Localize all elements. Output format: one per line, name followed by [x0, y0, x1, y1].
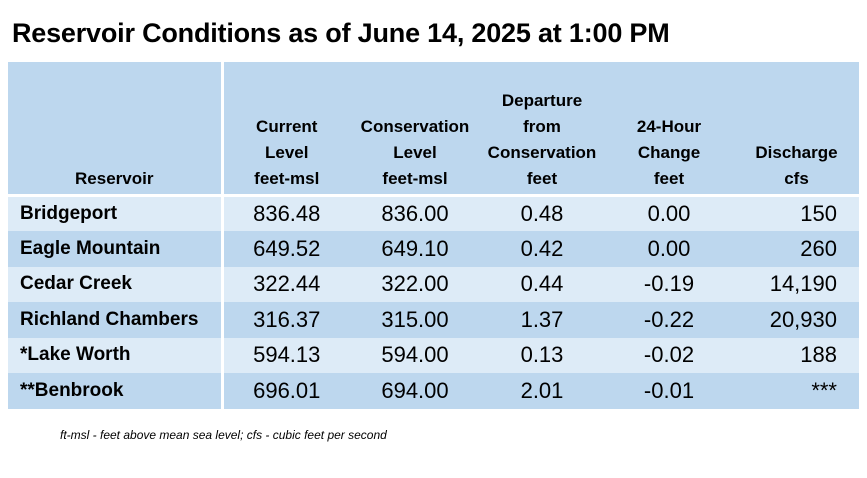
reservoir-name: Richland Chambers [8, 302, 224, 338]
discharge-cell: 14,190 [734, 266, 859, 302]
change-cell: 0.00 [604, 231, 734, 267]
reservoir-name: Cedar Creek [8, 266, 224, 302]
header-line: Current [256, 117, 318, 136]
column-header-24-hour-change: 24-Hour Change feet [604, 62, 734, 196]
header-line: Discharge [755, 143, 838, 162]
discharge-cell: *** [734, 373, 859, 409]
discharge-cell: 260 [734, 231, 859, 267]
header-line: feet [653, 169, 685, 188]
conservation-level-cell: 694.00 [350, 373, 480, 409]
reservoir-name: Eagle Mountain [8, 231, 224, 267]
header-line: Reservoir [75, 169, 154, 188]
current-level-cell: 316.37 [222, 302, 350, 338]
table-row: Cedar Creek 322.44 322.00 0.44 -0.19 14,… [8, 266, 859, 302]
table-header-row: Reservoir Current Level feet-msl Conserv… [8, 62, 859, 196]
column-header-conservation-level: Conservation Level feet-msl [350, 62, 480, 196]
discharge-cell: 150 [734, 195, 859, 231]
header-line: Change [637, 143, 701, 162]
current-level-cell: 594.13 [222, 337, 350, 373]
header-line: from [523, 117, 561, 136]
change-cell: 0.00 [604, 195, 734, 231]
conservation-level-cell: 315.00 [350, 302, 480, 338]
current-level-cell: 836.48 [222, 195, 350, 231]
change-cell: -0.01 [604, 373, 734, 409]
table-row: *Lake Worth 594.13 594.00 0.13 -0.02 188 [8, 337, 859, 373]
change-cell: -0.22 [604, 302, 734, 338]
header-line: Departure [501, 91, 583, 110]
reservoir-name: *Lake Worth [8, 337, 224, 373]
header-line: Conservation [487, 143, 597, 162]
page-title: Reservoir Conditions as of June 14, 2025… [12, 18, 670, 48]
current-level-cell: 322.44 [222, 266, 350, 302]
conservation-level-cell: 649.10 [350, 231, 480, 267]
table-row: Eagle Mountain 649.52 649.10 0.42 0.00 2… [8, 231, 859, 267]
header-line: Conservation [360, 117, 470, 136]
reservoir-name: **Benbrook [8, 373, 224, 409]
departure-cell: 2.01 [480, 373, 604, 409]
header-line: Level [265, 143, 309, 162]
header-line: Level [393, 143, 437, 162]
column-header-current-level: Current Level feet-msl [222, 62, 350, 196]
departure-cell: 1.37 [480, 302, 604, 338]
table-row: Bridgeport 836.48 836.00 0.48 0.00 150 [8, 195, 859, 231]
footnote: ft-msl - feet above mean sea level; cfs … [60, 428, 387, 442]
header-line: feet-msl [382, 169, 448, 188]
header-line: feet [526, 169, 558, 188]
table-row: Richland Chambers 316.37 315.00 1.37 -0.… [8, 302, 859, 338]
conservation-level-cell: 836.00 [350, 195, 480, 231]
header-line: cfs [784, 169, 809, 188]
header-line: feet-msl [254, 169, 320, 188]
departure-cell: 0.13 [480, 337, 604, 373]
conservation-level-cell: 594.00 [350, 337, 480, 373]
change-cell: -0.19 [604, 266, 734, 302]
current-level-cell: 649.52 [222, 231, 350, 267]
departure-cell: 0.44 [480, 266, 604, 302]
change-cell: -0.02 [604, 337, 734, 373]
departure-cell: 0.48 [480, 195, 604, 231]
departure-cell: 0.42 [480, 231, 604, 267]
header-line: 24-Hour [636, 117, 702, 136]
conservation-level-cell: 322.00 [350, 266, 480, 302]
table-row: **Benbrook 696.01 694.00 2.01 -0.01 *** [8, 373, 859, 409]
reservoir-name: Bridgeport [8, 195, 224, 231]
current-level-cell: 696.01 [222, 373, 350, 409]
column-header-reservoir: Reservoir [8, 62, 224, 196]
discharge-cell: 20,930 [734, 302, 859, 338]
column-header-discharge: Discharge cfs [734, 62, 859, 196]
column-header-departure: Departure from Conservation feet [480, 62, 604, 196]
reservoir-table: Reservoir Current Level feet-msl Conserv… [8, 62, 859, 409]
discharge-cell: 188 [734, 337, 859, 373]
